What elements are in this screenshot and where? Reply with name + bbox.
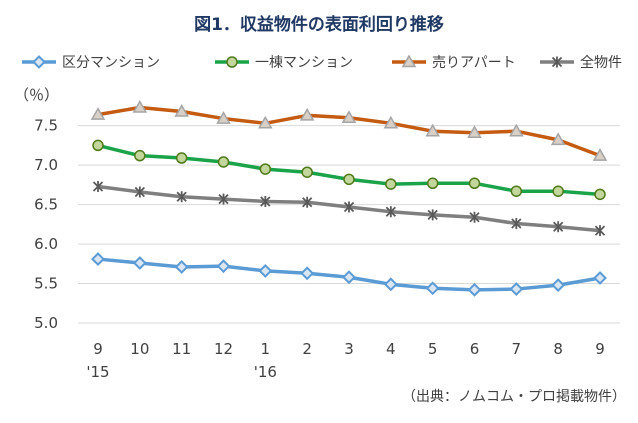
data-point <box>342 270 356 285</box>
y-axis-ticks: 5.0 5.5 6.0 6.5 7.0 7.5 <box>34 117 58 332</box>
x-tick-label: 2 <box>302 340 312 358</box>
series-2 <box>92 139 606 201</box>
chart-title: 図1．収益物件の表面利回り推移 <box>194 14 444 35</box>
legend-item: 一棟マンション <box>215 55 353 71</box>
data-point <box>385 178 397 190</box>
data-point <box>509 123 524 137</box>
data-point <box>551 278 566 293</box>
data-point <box>343 173 355 186</box>
source-note: （出典：ノムコム・プロ掲載物件） <box>402 389 626 405</box>
data-point <box>383 115 399 129</box>
data-point <box>216 259 231 274</box>
x-tick-label: 10 <box>130 340 149 358</box>
data-point <box>260 195 271 207</box>
data-point <box>90 107 106 120</box>
data-point <box>302 196 313 208</box>
y-tick-label: 7.0 <box>34 156 58 174</box>
legend-label: 全物件 <box>580 54 622 71</box>
data-point <box>468 177 481 190</box>
data-point <box>300 266 315 281</box>
y-tick-label: 6.5 <box>34 196 58 214</box>
data-point <box>425 281 440 296</box>
y-unit-label: （％） <box>14 86 59 104</box>
data-point <box>511 218 522 230</box>
legend-label: 一棟マンション <box>255 55 353 71</box>
series-1 <box>91 252 607 297</box>
legend-item: 売りアパート <box>392 54 516 71</box>
x-tick-label: 1 <box>261 340 271 358</box>
x-axis-ticks: 9 '15 10 11 12 1 '16 2 3 4 5 6 7 8 9 <box>86 340 604 381</box>
x-year-label: '16 <box>254 363 277 381</box>
y-tick-label: 6.0 <box>34 235 58 253</box>
data-point <box>552 185 564 197</box>
data-point <box>385 206 396 218</box>
data-point <box>426 177 439 190</box>
data-point <box>218 193 229 205</box>
data-point <box>550 132 566 146</box>
data-point <box>469 211 480 223</box>
data-point <box>132 100 148 113</box>
data-point <box>174 103 189 117</box>
data-point <box>132 256 147 270</box>
data-point <box>425 123 440 137</box>
data-point <box>216 111 231 124</box>
legend-label: 売りアパート <box>432 55 516 71</box>
data-point <box>383 277 398 292</box>
data-point <box>510 185 523 197</box>
data-point <box>594 188 606 201</box>
data-point <box>467 282 482 297</box>
data-point <box>217 156 230 168</box>
legend-marker <box>551 56 563 68</box>
data-point <box>594 225 606 237</box>
x-tick-label: 8 <box>553 340 563 358</box>
legend: 区分マンション 一棟マンション 売りアパート 全物件 <box>22 54 622 71</box>
data-point <box>134 186 145 198</box>
data-point <box>92 180 104 192</box>
x-tick-label: 7 <box>512 340 522 358</box>
x-tick-label: 11 <box>172 340 191 358</box>
data-point <box>509 282 524 296</box>
x-tick-label: 9 <box>93 340 103 358</box>
data-point <box>467 125 482 139</box>
data-point <box>259 163 272 175</box>
data-point <box>134 149 146 162</box>
x-year-label: '15 <box>86 363 109 381</box>
y-tick-label: 5.5 <box>34 275 58 293</box>
legend-marker <box>226 56 238 68</box>
legend-label: 区分マンション <box>62 55 160 71</box>
data-point <box>427 209 438 221</box>
series-line <box>97 143 601 197</box>
legend-marker <box>32 55 46 69</box>
data-point <box>258 263 273 278</box>
data-point <box>92 139 104 152</box>
data-point <box>553 221 564 233</box>
legend-item: 全物件 <box>540 54 622 71</box>
data-point <box>258 115 273 129</box>
data-point <box>91 252 105 266</box>
series-4 <box>92 180 606 237</box>
series-3 <box>90 100 608 161</box>
data-point <box>299 107 315 121</box>
data-point <box>174 260 189 274</box>
series-layer <box>90 100 608 297</box>
data-point <box>176 191 187 203</box>
data-point <box>592 148 608 161</box>
data-point <box>175 152 188 164</box>
legend-item: 区分マンション <box>22 55 160 71</box>
x-tick-label: 5 <box>428 340 438 358</box>
data-point <box>593 271 607 285</box>
legend-marker <box>401 54 417 68</box>
y-tick-label: 5.0 <box>34 314 58 332</box>
y-tick-label: 7.5 <box>34 117 58 135</box>
data-point <box>343 201 355 213</box>
x-tick-label: 6 <box>470 340 480 358</box>
x-tick-label: 12 <box>214 340 233 358</box>
x-tick-label: 3 <box>344 340 354 358</box>
x-tick-label: 9 <box>595 340 605 358</box>
data-point <box>341 110 357 124</box>
x-tick-label: 4 <box>386 340 396 358</box>
data-point <box>301 166 313 178</box>
